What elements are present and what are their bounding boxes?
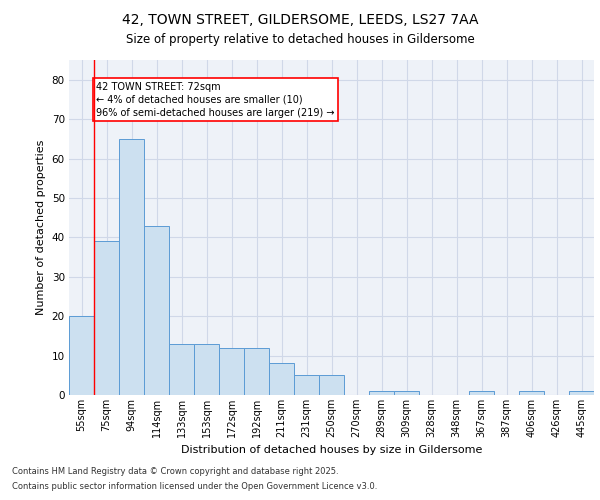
Bar [144,226,169,395]
Text: 42, TOWN STREET, GILDERSOME, LEEDS, LS27 7AA: 42, TOWN STREET, GILDERSOME, LEEDS, LS27… [122,12,478,26]
Bar [319,376,344,395]
Bar [244,348,269,395]
Bar [194,344,219,395]
Bar [519,391,544,395]
Bar [569,391,594,395]
Text: Contains HM Land Registry data © Crown copyright and database right 2025.: Contains HM Land Registry data © Crown c… [12,467,338,476]
Bar [294,376,319,395]
Bar [369,391,394,395]
Bar [394,391,419,395]
Bar [219,348,244,395]
Bar [69,316,94,395]
Bar [469,391,494,395]
Text: Contains public sector information licensed under the Open Government Licence v3: Contains public sector information licen… [12,482,377,491]
Bar [119,139,144,395]
Text: 42 TOWN STREET: 72sqm
← 4% of detached houses are smaller (10)
96% of semi-detac: 42 TOWN STREET: 72sqm ← 4% of detached h… [97,82,335,118]
Bar [169,344,194,395]
Bar [94,242,119,395]
Y-axis label: Number of detached properties: Number of detached properties [36,140,46,315]
X-axis label: Distribution of detached houses by size in Gildersome: Distribution of detached houses by size … [181,446,482,456]
Bar [269,364,294,395]
Text: Size of property relative to detached houses in Gildersome: Size of property relative to detached ho… [125,32,475,46]
